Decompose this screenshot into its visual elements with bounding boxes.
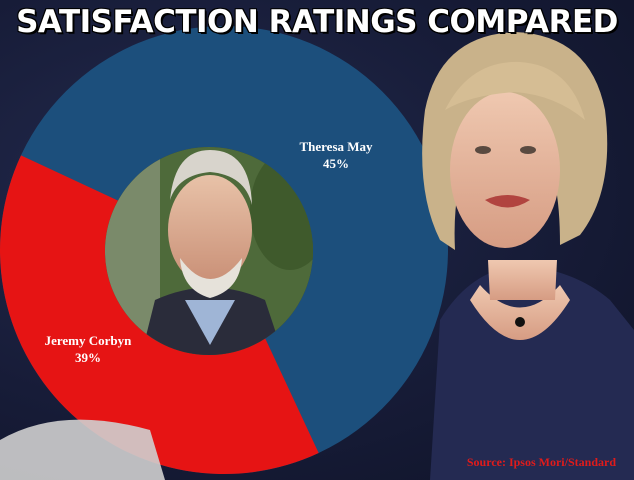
source-credit: Source: Ipsos Mori/Standard xyxy=(466,455,616,469)
chart-title: SATISFACTION RATINGS COMPARED xyxy=(16,4,618,40)
slice-value-jeremy-corbyn: 39% xyxy=(75,350,101,365)
slice-label-jeremy-corbyn: Jeremy Corbyn xyxy=(45,333,133,348)
foreground-object xyxy=(0,419,165,480)
center-portrait-photo xyxy=(105,147,313,355)
slice-value-theresa-may: 45% xyxy=(323,156,349,171)
right-portrait-photo xyxy=(422,32,634,480)
slice-label-theresa-may: Theresa May xyxy=(299,139,373,154)
